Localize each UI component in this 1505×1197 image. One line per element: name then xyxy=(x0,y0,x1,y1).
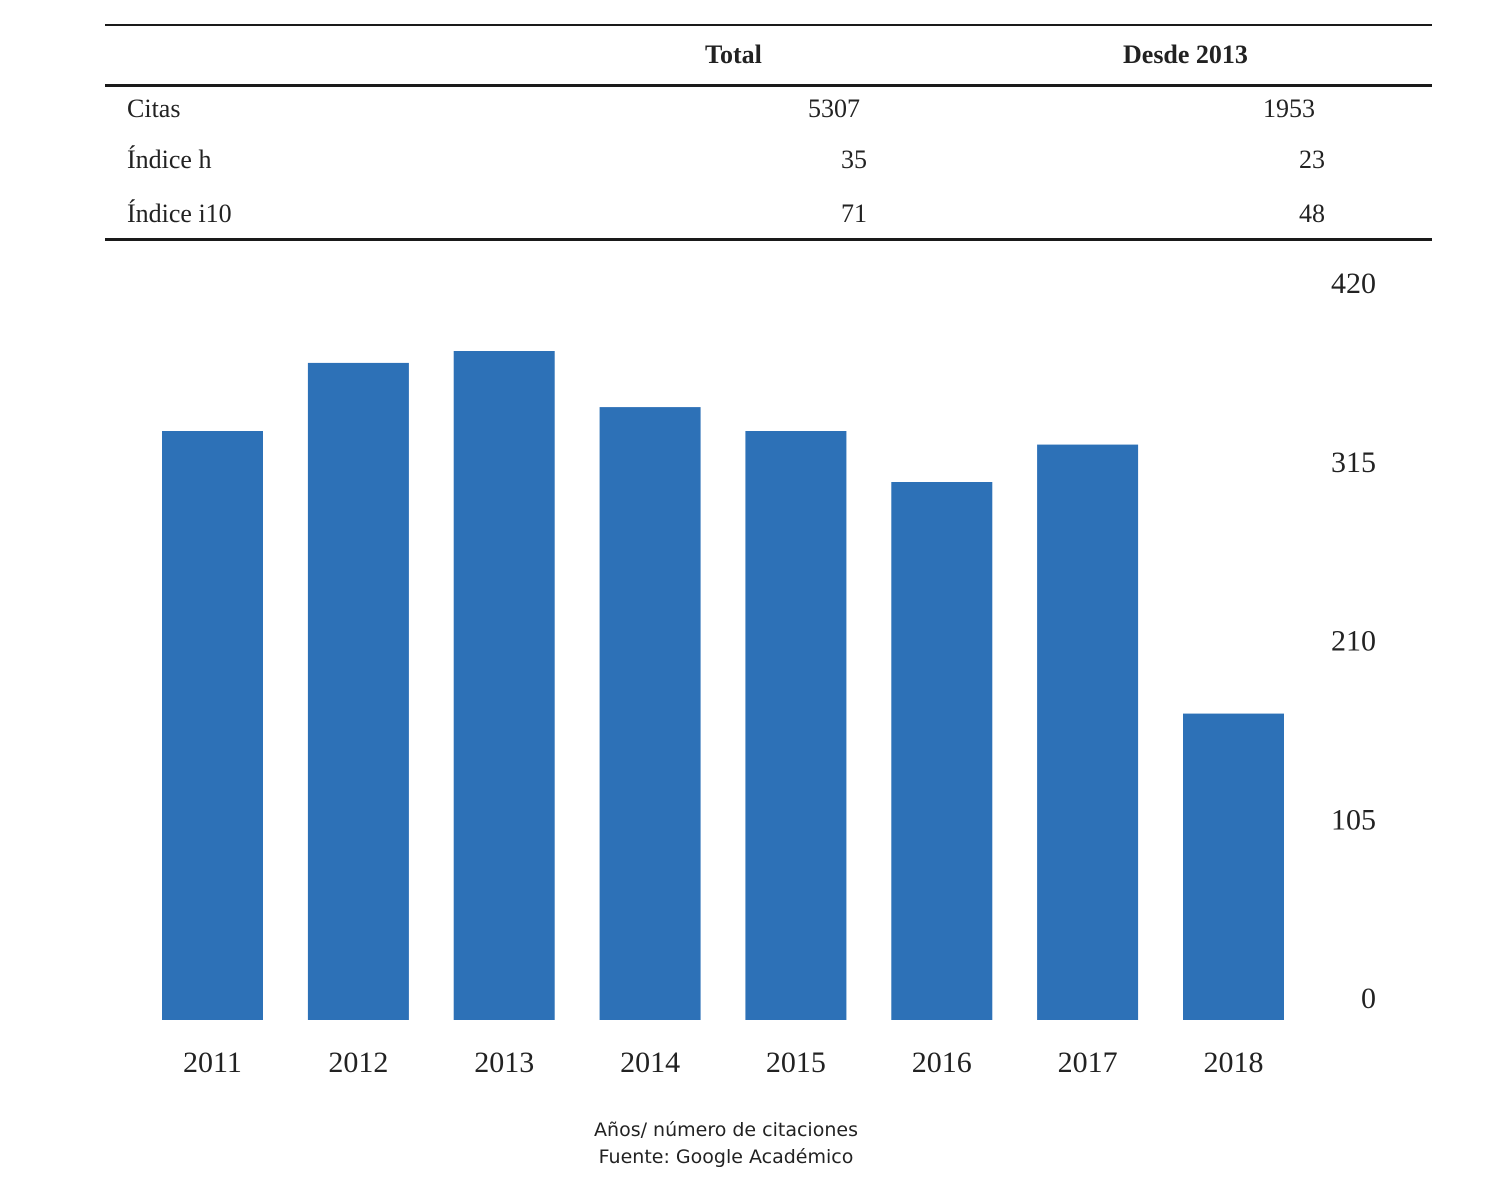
bar-2012 xyxy=(307,362,409,1020)
row-total-value: 5307 xyxy=(808,94,860,123)
header-since-2013: Desde 2013 xyxy=(1123,40,1248,69)
x-tick-label: 2011 xyxy=(183,1046,242,1079)
x-tick-label: 2014 xyxy=(620,1046,680,1079)
x-tick-label: 2012 xyxy=(328,1046,388,1079)
row-label: Índice i10 xyxy=(127,199,232,228)
row-since-value: 48 xyxy=(1299,199,1325,228)
y-tick-label: 420 xyxy=(1331,267,1376,300)
bar-2014 xyxy=(599,407,701,1021)
source-caption: Fuente: Google Académico xyxy=(598,1146,854,1168)
y-tick-label: 315 xyxy=(1331,446,1376,479)
x-tick-label: 2017 xyxy=(1058,1046,1118,1079)
row-since-value: 23 xyxy=(1299,145,1325,174)
x-tick-label: 2016 xyxy=(912,1046,972,1079)
y-tick-label: 105 xyxy=(1331,803,1376,836)
table-row-i10-index: Índice i10 71 48 xyxy=(105,199,1432,239)
x-tick-label: 2018 xyxy=(1204,1046,1264,1079)
bar-2016 xyxy=(891,482,993,1020)
row-since-value: 1953 xyxy=(1263,94,1315,123)
y-tick-label: 0 xyxy=(1361,982,1376,1015)
table-row-h-index: Índice h 35 23 xyxy=(105,145,1432,185)
y-tick-label: 210 xyxy=(1331,625,1376,658)
x-tick-label: 2013 xyxy=(474,1046,534,1079)
bar-2013 xyxy=(453,351,555,1020)
table-row-citations: Citas 5307 1953 xyxy=(105,94,1432,134)
citation-stats-table: Total Desde 2013 Citas 5307 1953 Índice … xyxy=(105,24,1432,242)
row-label: Citas xyxy=(127,94,181,123)
row-total-value: 71 xyxy=(841,199,867,228)
table-header-rule xyxy=(105,84,1432,87)
table-bottom-rule xyxy=(105,238,1432,241)
row-total-value: 35 xyxy=(841,145,867,174)
bar-2011 xyxy=(162,431,263,1020)
citations-bar-chart: 2011 2012 2013 2014 2015 2016 2017 2018 0 105 210 3… xyxy=(162,267,1376,1079)
bar-2018 xyxy=(1183,713,1284,1020)
row-label: Índice h xyxy=(127,145,212,174)
bar-2015 xyxy=(745,431,847,1020)
x-tick-label: 2015 xyxy=(766,1046,826,1079)
axis-caption: Años/ número de citaciones xyxy=(594,1119,858,1141)
bar-2017 xyxy=(1037,444,1139,1021)
table-top-rule xyxy=(105,24,1432,26)
header-total: Total xyxy=(705,40,762,69)
